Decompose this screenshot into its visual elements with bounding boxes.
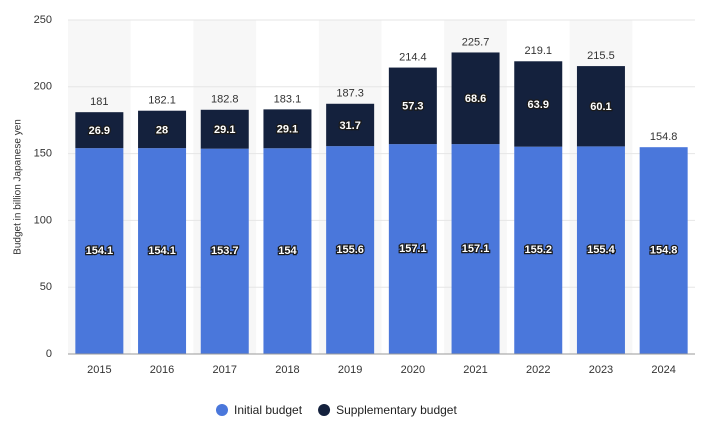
legend-label: Initial budget <box>234 403 303 417</box>
bar-segment <box>75 112 124 149</box>
x-tick-label: 2022 <box>526 364 550 376</box>
x-tick-label: 2015 <box>87 364 111 376</box>
legend-marker <box>318 404 331 416</box>
value-label: 155.4 <box>587 244 615 256</box>
total-label: 182.8 <box>211 94 239 106</box>
value-label: 63.9 <box>528 99 549 111</box>
y-tick-label: 150 <box>34 148 52 160</box>
total-label: 187.3 <box>336 88 364 100</box>
total-label: 183.1 <box>274 93 302 105</box>
x-tick-label: 2017 <box>213 364 237 376</box>
total-label: 182.1 <box>148 95 176 107</box>
value-label: 68.6 <box>465 93 486 105</box>
y-axis-label: Budget in billion Japanese yen <box>13 119 24 255</box>
bar-segment <box>451 52 500 145</box>
bar-segment <box>200 109 249 149</box>
bar-segment <box>138 110 187 149</box>
x-tick-label: 2024 <box>651 364 675 376</box>
bar-segment <box>576 146 625 354</box>
bar-segment <box>451 144 500 354</box>
value-label: 155.2 <box>524 244 552 256</box>
total-label: 215.5 <box>587 50 615 62</box>
value-label: 29.1 <box>214 124 235 136</box>
value-label: 154.1 <box>148 245 176 257</box>
bar-segment <box>514 61 563 147</box>
bar-segment <box>326 146 375 354</box>
bar-segment <box>75 148 124 354</box>
value-label: 26.9 <box>89 125 110 137</box>
x-tick-label: 2021 <box>463 364 487 376</box>
value-label: 29.1 <box>277 124 298 136</box>
bar-segment <box>138 148 187 354</box>
value-label: 153.7 <box>211 245 239 257</box>
x-tick-label: 2019 <box>338 364 362 376</box>
total-label: 214.4 <box>399 51 427 63</box>
y-tick-label: 100 <box>34 214 52 226</box>
x-tick-label: 2016 <box>150 364 174 376</box>
bar-segment <box>514 146 563 354</box>
value-label: 157.1 <box>399 243 427 255</box>
value-label: 154 <box>278 245 297 257</box>
bar-segment <box>576 66 625 147</box>
value-label: 155.6 <box>336 244 364 256</box>
bar-segment <box>388 144 437 354</box>
bar-segment <box>263 148 312 354</box>
bar-segment <box>263 109 312 149</box>
y-tick-label: 50 <box>40 281 52 293</box>
y-tick-label: 250 <box>34 14 52 26</box>
legend-marker <box>216 404 228 416</box>
bar-segment <box>388 67 437 145</box>
y-tick-label: 0 <box>46 348 52 360</box>
value-label: 157.1 <box>462 243 490 255</box>
total-label: 181 <box>90 96 108 108</box>
total-label: 154.8 <box>650 131 678 143</box>
bar-segment <box>326 103 375 147</box>
total-label: 225.7 <box>462 36 490 48</box>
y-tick-label: 200 <box>34 81 52 93</box>
x-tick-label: 2020 <box>401 364 425 376</box>
bar-segment <box>200 148 249 354</box>
x-tick-label: 2023 <box>589 364 613 376</box>
bar-segment <box>639 147 688 354</box>
value-label: 60.1 <box>590 101 611 113</box>
total-label: 219.1 <box>524 45 552 57</box>
value-label: 31.7 <box>339 120 360 132</box>
legend-label: Supplementary budget <box>336 403 457 417</box>
value-label: 154.8 <box>650 244 678 256</box>
value-label: 154.1 <box>86 245 114 257</box>
value-label: 28 <box>156 124 168 136</box>
value-label: 57.3 <box>402 101 423 113</box>
x-tick-label: 2018 <box>275 364 299 376</box>
